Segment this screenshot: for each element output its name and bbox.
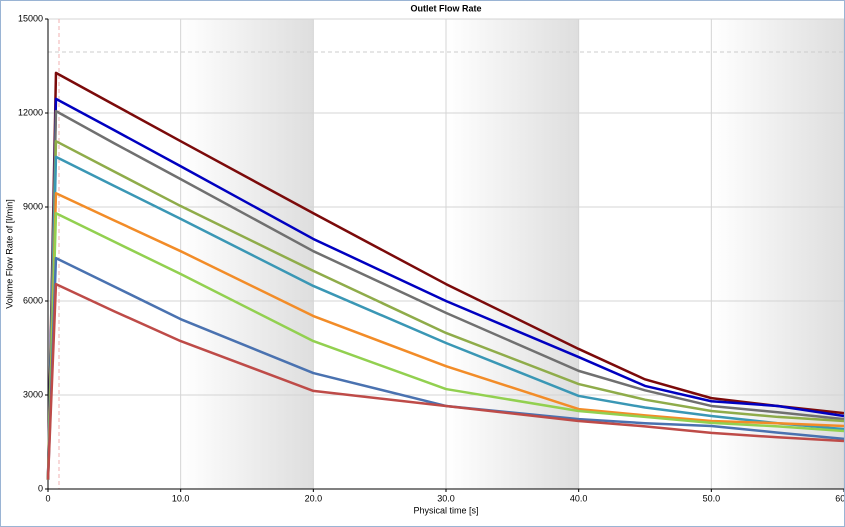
x-tick-label: 60.0 (835, 493, 845, 503)
x-tick-label: 30.0 (437, 493, 455, 503)
chart-title: Outlet Flow Rate (410, 3, 481, 13)
y-tick-label: 9000 (23, 201, 43, 211)
x-tick-label: 40.0 (570, 493, 588, 503)
series-line (46, 109, 844, 480)
series-line (46, 139, 844, 480)
x-tick-label: 20.0 (305, 493, 323, 503)
y-axis-label: Volume Flow Rate of [l/min] (4, 199, 14, 309)
y-tick-label: 0 (38, 483, 43, 493)
series-line (46, 212, 844, 480)
series-line (46, 97, 844, 480)
background-band (446, 19, 579, 489)
x-tick-label: 0 (45, 493, 50, 503)
y-tick-label: 3000 (23, 389, 43, 399)
x-axis-label: Physical time [s] (413, 505, 478, 515)
series-line (46, 71, 844, 480)
x-tick-label: 50.0 (703, 493, 721, 503)
x-tick-label: 10.0 (172, 493, 190, 503)
y-tick-label: 12000 (18, 107, 43, 117)
series-line (46, 282, 844, 480)
series-line (46, 191, 844, 480)
y-tick-label: 15000 (18, 13, 43, 23)
background-band (180, 19, 314, 489)
series-line (46, 155, 844, 480)
y-tick-label: 6000 (23, 295, 43, 305)
